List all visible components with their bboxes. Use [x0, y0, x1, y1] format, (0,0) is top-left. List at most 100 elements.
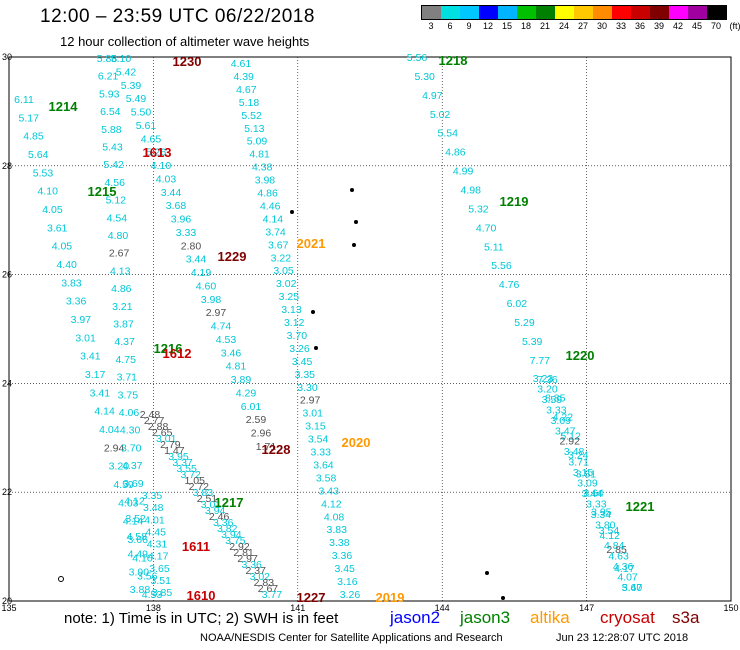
- wave-height-value: 3.33: [176, 227, 197, 239]
- wave-height-value: 3.15: [573, 467, 594, 479]
- wave-height-value: 4.75: [115, 354, 136, 366]
- wave-height-value: 4.08: [324, 511, 345, 523]
- island-dot: [352, 243, 356, 247]
- wave-height-value: 5.02: [430, 109, 451, 121]
- wave-height-value: 5.56: [407, 52, 428, 64]
- credit-text: NOAA/NESDIS Center for Satellite Applica…: [200, 632, 503, 644]
- pass-label: 1219: [500, 194, 529, 209]
- wave-height-value: 3.21: [112, 301, 133, 313]
- lon-label: 135: [1, 603, 16, 613]
- wave-height-value: 2.37: [246, 565, 267, 577]
- wave-height-value: 3.23: [533, 373, 554, 385]
- wave-height-value: 4.67: [236, 84, 257, 96]
- wave-height-value: 3.98: [201, 294, 222, 306]
- wave-height-value: 2.80: [181, 240, 202, 252]
- wave-height-value: 4.07: [617, 572, 638, 584]
- scale-label: 15: [501, 21, 513, 31]
- scale-swatch: [707, 6, 726, 19]
- wave-height-value: 3.51: [151, 575, 172, 587]
- wave-height-value: 3.36: [213, 517, 234, 529]
- wave-height-value: 4.31: [147, 539, 168, 551]
- scale-label: 33: [615, 21, 627, 31]
- wave-height-value: 3.36: [241, 559, 262, 571]
- wave-height-value: 5.09: [247, 136, 268, 148]
- wave-height-value: 2.96: [251, 428, 272, 440]
- wave-height-value: 5.39: [522, 336, 543, 348]
- wave-height-value: 5.42: [103, 159, 124, 171]
- wave-height-value: 3.83: [326, 524, 347, 536]
- scale-label: 39: [653, 21, 665, 31]
- wave-height-value: 3.69: [123, 478, 144, 490]
- wave-height-value: 3.35: [295, 369, 316, 381]
- wave-height-value: 3.85: [152, 587, 173, 599]
- wave-height-value: 3.45: [292, 356, 313, 368]
- scale-label: 36: [634, 21, 646, 31]
- wave-height-value: 4.12: [124, 496, 145, 508]
- lon-label: 141: [290, 603, 305, 613]
- wave-height-value: 3.70: [121, 442, 142, 454]
- scale-label: 45: [691, 21, 703, 31]
- wave-height-value: 3.05: [273, 265, 294, 277]
- wave-height-value: 4.60: [196, 280, 217, 292]
- wave-height-value: 5.11: [484, 241, 504, 253]
- wave-height-value: 4.06: [119, 407, 140, 419]
- legend-jason2: jason2: [390, 608, 441, 627]
- wave-height-value: 6.21: [98, 71, 119, 83]
- island-dot: [350, 188, 354, 192]
- wave-height-value: 3.83: [193, 487, 214, 499]
- pass-label: 2020: [342, 435, 371, 450]
- wave-height-value: 3.96: [171, 214, 192, 226]
- wave-height-value: 4.59: [113, 479, 134, 491]
- wave-height-value: 3.24: [568, 450, 589, 462]
- wave-height-value: 5.88: [101, 124, 122, 136]
- wave-height-value: 3.45: [334, 563, 355, 575]
- wave-height-value: 3.55: [176, 463, 197, 475]
- wave-height-value: 3.97: [71, 314, 92, 326]
- wave-height-value: 4.63: [608, 551, 629, 563]
- wave-height-value: 2.67: [109, 248, 130, 260]
- legend-altika: altika: [530, 608, 570, 627]
- scale-swatch: [555, 6, 574, 19]
- wave-height-value: 4.80: [108, 230, 129, 242]
- wave-height-value: 4.58: [126, 531, 147, 543]
- pass-label: 2021: [297, 236, 326, 251]
- scale-label: 9: [466, 21, 472, 31]
- wave-height-value: 4.03: [156, 173, 177, 185]
- wave-height-value: 3.33: [586, 498, 607, 510]
- wave-height-value: 3.20: [109, 461, 130, 473]
- wave-height-value: 3.61: [47, 222, 68, 234]
- wave-height-value: 3.47: [555, 425, 576, 437]
- wave-height-value: 5.30: [414, 71, 435, 83]
- wave-height-value: 4.40: [56, 259, 77, 271]
- wave-height-value: 2.88: [148, 421, 169, 433]
- wave-height-value: 3.41: [90, 387, 111, 399]
- wave-height-value: 4.46: [260, 200, 281, 212]
- wave-height-value: 5.13: [244, 123, 265, 135]
- scale-label: 30: [596, 21, 608, 31]
- wave-height-value: 3.80: [595, 519, 616, 531]
- wave-height-value: 3.44: [582, 488, 603, 500]
- pass-label: 1227: [297, 590, 326, 605]
- wave-height-value: 3.71: [117, 372, 138, 384]
- wave-height-value: 4.49: [128, 549, 149, 561]
- wave-height-value: 3.01: [156, 433, 177, 445]
- color-scale: 3 6 9 12 15 18 21 24 27 30 33 36 39 42 45 70 (ft): [421, 5, 740, 32]
- wave-height-value: 5.29: [514, 317, 535, 329]
- wave-height-value: 4.86: [445, 147, 466, 159]
- wave-height-value: 5.12: [560, 431, 581, 443]
- wave-height-value: 7.36: [537, 374, 558, 386]
- wave-height-value: 3.16: [337, 576, 358, 588]
- wave-height-value: 3.95: [168, 451, 189, 463]
- wave-height-value: 3.95: [591, 506, 612, 518]
- wave-height-value: 3.48: [143, 502, 164, 514]
- wave-height-value: 3.67: [268, 239, 289, 251]
- wave-height-value: 3.17: [85, 369, 106, 381]
- wave-height-value: 3.01: [303, 408, 324, 420]
- wave-height-value: 3.43: [319, 485, 340, 497]
- footer-note: note: 1) Time is in UTC; 2) SWH is in fe…: [64, 610, 339, 627]
- wave-height-value: 3.22: [271, 252, 292, 264]
- wave-height-value: 2.48: [140, 409, 161, 421]
- page-subtitle: 12 hour collection of altimeter wave hei…: [60, 34, 310, 49]
- wave-height-value: 3.77: [262, 589, 283, 601]
